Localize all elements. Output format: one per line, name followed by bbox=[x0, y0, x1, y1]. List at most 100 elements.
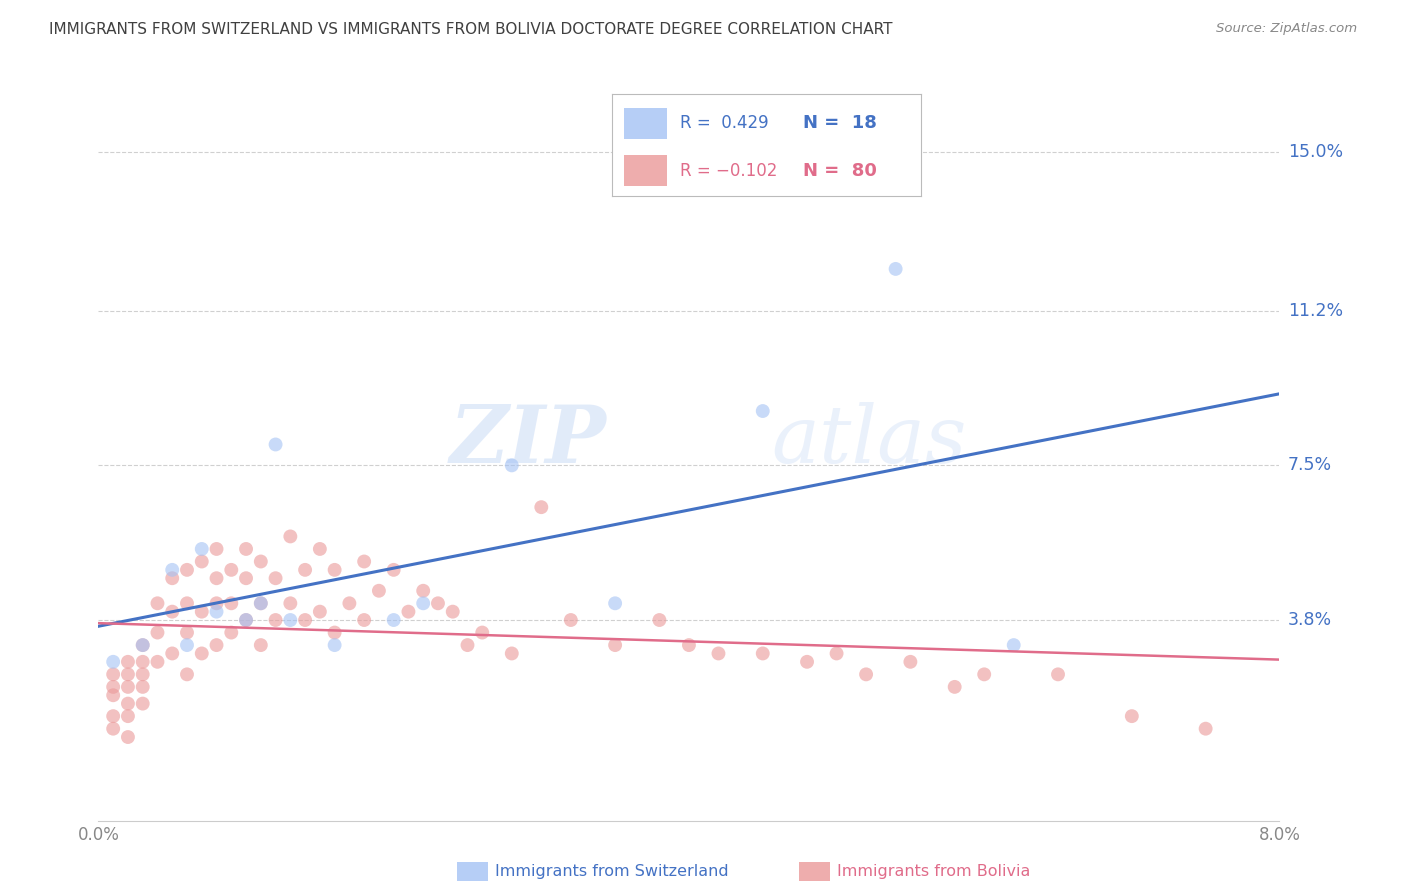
Point bbox=[146, 655, 169, 669]
Point bbox=[560, 613, 582, 627]
Point bbox=[103, 667, 124, 681]
Point bbox=[132, 638, 155, 652]
Point bbox=[605, 596, 627, 610]
Point bbox=[367, 583, 389, 598]
Point bbox=[278, 529, 301, 543]
Point bbox=[191, 605, 214, 619]
Point bbox=[278, 596, 301, 610]
Point bbox=[382, 563, 405, 577]
Text: 15.0%: 15.0% bbox=[1288, 143, 1343, 161]
Point bbox=[264, 437, 287, 451]
Bar bbox=[624, 108, 668, 139]
Point bbox=[471, 625, 494, 640]
Point bbox=[855, 667, 877, 681]
Point bbox=[117, 730, 139, 744]
Point bbox=[162, 605, 183, 619]
Point bbox=[132, 638, 155, 652]
Point bbox=[219, 625, 242, 640]
Point bbox=[264, 571, 287, 585]
Text: Immigrants from Bolivia: Immigrants from Bolivia bbox=[837, 864, 1031, 879]
Point bbox=[235, 541, 257, 556]
Point bbox=[337, 596, 360, 610]
Point bbox=[205, 571, 228, 585]
Point bbox=[530, 500, 553, 515]
Point bbox=[117, 697, 139, 711]
Point bbox=[117, 680, 139, 694]
Point bbox=[353, 554, 375, 568]
Point bbox=[191, 541, 214, 556]
Point bbox=[1194, 722, 1216, 736]
Point bbox=[308, 541, 332, 556]
Point bbox=[1002, 638, 1025, 652]
Point bbox=[250, 638, 273, 652]
Point bbox=[176, 638, 198, 652]
Point bbox=[1046, 667, 1069, 681]
Point bbox=[103, 709, 124, 723]
Bar bbox=[624, 155, 668, 186]
Text: R = −0.102: R = −0.102 bbox=[679, 161, 778, 179]
Point bbox=[117, 655, 139, 669]
Point bbox=[162, 647, 183, 661]
Point bbox=[308, 605, 332, 619]
Point bbox=[751, 404, 773, 418]
Text: N =  80: N = 80 bbox=[803, 161, 877, 179]
Point bbox=[219, 563, 242, 577]
Point bbox=[176, 625, 198, 640]
Point bbox=[501, 647, 523, 661]
Point bbox=[825, 647, 848, 661]
Point bbox=[973, 667, 995, 681]
Point bbox=[441, 605, 464, 619]
Point bbox=[205, 605, 228, 619]
Point bbox=[205, 638, 228, 652]
Point bbox=[103, 722, 124, 736]
Text: ZIP: ZIP bbox=[450, 401, 606, 479]
Point bbox=[103, 688, 124, 702]
Point bbox=[250, 554, 273, 568]
Point bbox=[396, 605, 419, 619]
Point bbox=[678, 638, 700, 652]
Point bbox=[205, 596, 228, 610]
Point bbox=[103, 655, 124, 669]
Point bbox=[294, 563, 316, 577]
Text: Source: ZipAtlas.com: Source: ZipAtlas.com bbox=[1216, 22, 1357, 36]
Point bbox=[205, 541, 228, 556]
Point bbox=[117, 709, 139, 723]
Point bbox=[146, 596, 169, 610]
Point bbox=[426, 596, 449, 610]
Point bbox=[353, 613, 375, 627]
Point bbox=[323, 638, 346, 652]
Point bbox=[294, 613, 316, 627]
Text: IMMIGRANTS FROM SWITZERLAND VS IMMIGRANTS FROM BOLIVIA DOCTORATE DEGREE CORRELAT: IMMIGRANTS FROM SWITZERLAND VS IMMIGRANT… bbox=[49, 22, 893, 37]
Point bbox=[132, 697, 155, 711]
Point bbox=[605, 638, 627, 652]
Point bbox=[235, 571, 257, 585]
Point bbox=[235, 613, 257, 627]
Point bbox=[219, 596, 242, 610]
Text: 7.5%: 7.5% bbox=[1288, 457, 1331, 475]
Text: atlas: atlas bbox=[772, 401, 967, 479]
Point bbox=[501, 458, 523, 473]
Point bbox=[146, 625, 169, 640]
Point bbox=[132, 655, 155, 669]
Point bbox=[162, 563, 183, 577]
Point bbox=[884, 261, 907, 276]
Text: 3.8%: 3.8% bbox=[1288, 611, 1331, 629]
Point bbox=[162, 571, 183, 585]
Point bbox=[707, 647, 730, 661]
Point bbox=[176, 667, 198, 681]
Point bbox=[264, 613, 287, 627]
Text: Immigrants from Switzerland: Immigrants from Switzerland bbox=[495, 864, 728, 879]
Point bbox=[751, 647, 773, 661]
Point bbox=[412, 583, 434, 598]
Point bbox=[235, 613, 257, 627]
Point bbox=[898, 655, 921, 669]
Point bbox=[648, 613, 671, 627]
Point bbox=[1121, 709, 1143, 723]
Point bbox=[117, 667, 139, 681]
Text: R =  0.429: R = 0.429 bbox=[679, 114, 768, 132]
Point bbox=[943, 680, 966, 694]
Point bbox=[132, 680, 155, 694]
Text: N =  18: N = 18 bbox=[803, 114, 877, 132]
Point bbox=[132, 667, 155, 681]
Point bbox=[323, 563, 346, 577]
